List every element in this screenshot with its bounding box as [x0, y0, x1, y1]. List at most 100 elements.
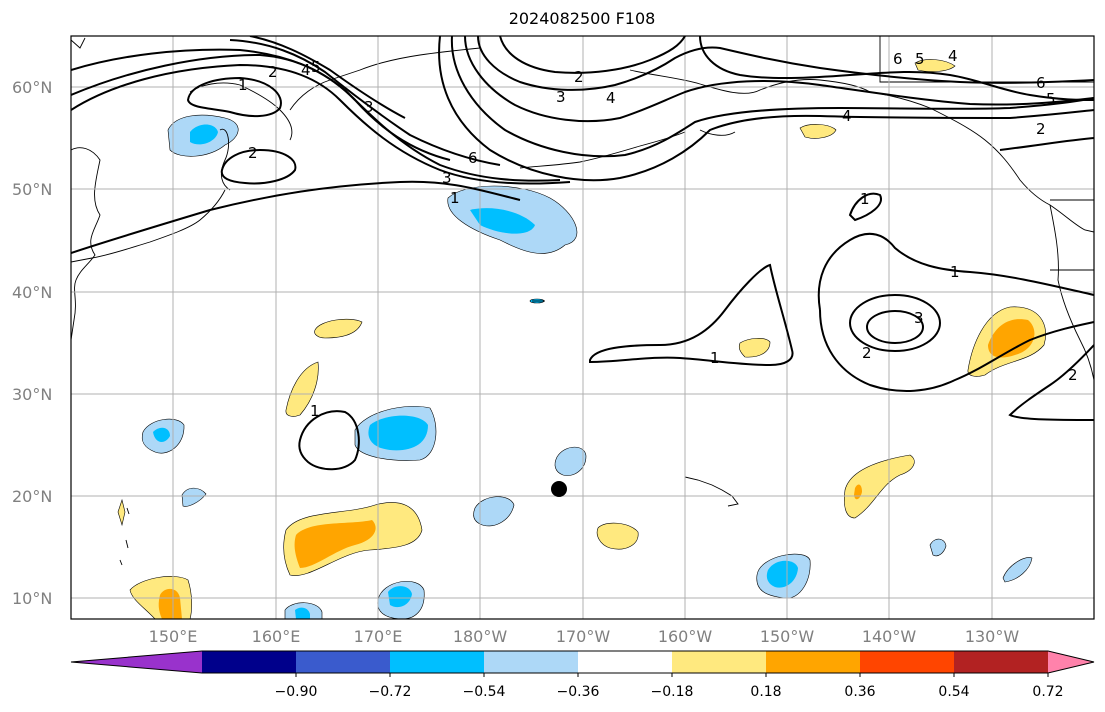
- colorbar-segment: [672, 651, 767, 673]
- contour-14: [186, 76, 282, 118]
- contour-label: 4: [301, 61, 311, 79]
- coastlines: [71, 36, 1094, 566]
- positive-anomaly-region: [314, 318, 363, 339]
- contour-label: 4: [606, 89, 616, 107]
- contour-17: [819, 309, 1094, 393]
- lon-label: 140°W: [862, 627, 917, 646]
- contour-label: 1: [950, 263, 960, 281]
- contour-4: [71, 53, 451, 161]
- negative-anomaly-region: [190, 124, 218, 145]
- lat-label: 50°N: [12, 180, 52, 199]
- contour-19: [849, 294, 941, 352]
- contour-18: [1008, 344, 1094, 421]
- contour-7: [438, 36, 1094, 182]
- contour-label: 5: [1046, 90, 1056, 108]
- contour-label: 1: [238, 76, 248, 94]
- positive-anomaly-region: [294, 520, 376, 568]
- contour-6: [249, 36, 406, 119]
- contour-label: 6: [468, 149, 478, 167]
- longitude-labels: 150°E 160°E 170°E 180°W 170°W 160°W 150°…: [149, 627, 1020, 646]
- colorbar-segment: [484, 651, 579, 673]
- colorbar-extend-high: [1048, 651, 1094, 673]
- colorbar-segment: [578, 651, 673, 673]
- lat-label: 60°N: [12, 78, 52, 97]
- negative-anomaly-region: [295, 607, 310, 619]
- colorbar-segment: [766, 651, 861, 673]
- colorbar-segment: [954, 651, 1049, 673]
- lon-label: 180°W: [453, 627, 508, 646]
- map-title: 2024082500 F108: [508, 9, 656, 28]
- colorbar-segment: [390, 651, 485, 673]
- contour-label: 1: [710, 349, 720, 367]
- positive-anomaly-region: [844, 454, 915, 519]
- colorbar-tick-label: −0.54: [463, 684, 506, 700]
- colorbar-tick-label: −0.90: [275, 684, 318, 700]
- negative-anomaly-region: [181, 487, 207, 507]
- contour-12: [699, 36, 1094, 101]
- negative-anomaly-region: [473, 496, 515, 527]
- contour-label: 3: [914, 309, 924, 327]
- positive-anomaly-region: [285, 361, 319, 417]
- lat-label: 40°N: [12, 283, 52, 302]
- positive-anomaly-region: [158, 588, 182, 619]
- colorbar-segment: [860, 651, 955, 673]
- contour-label: 4: [948, 47, 958, 65]
- positive-anomaly-region: [596, 522, 639, 550]
- colorbar-tick-label: 0.18: [750, 684, 781, 700]
- colorbar-ticks: −0.90 −0.72 −0.54 −0.36 −0.18 0.18 0.36 0.54 0.7…: [275, 673, 1064, 700]
- contour-13: [999, 137, 1094, 151]
- contour-label: 2: [1036, 120, 1046, 138]
- contour-3: [71, 63, 571, 185]
- contour-9: [464, 36, 1094, 123]
- lon-label: 150°W: [760, 627, 815, 646]
- map-frame: [70, 35, 1095, 620]
- storm-position-marker: [551, 481, 567, 497]
- shaded-regions: [117, 59, 1046, 619]
- contour-11: [499, 36, 686, 74]
- contour-label: 6: [893, 50, 903, 68]
- negative-anomaly-region: [554, 446, 587, 476]
- lon-label: 160°W: [658, 627, 713, 646]
- negative-anomaly-region: [1002, 557, 1033, 583]
- positive-anomaly-region: [117, 498, 126, 527]
- contour-10: [477, 36, 1094, 91]
- colorbar-tick-label: 0.72: [1032, 684, 1063, 700]
- contour-22: [589, 263, 794, 367]
- contour-label: 1: [310, 402, 320, 420]
- contour-label: 2: [862, 344, 872, 362]
- positive-anomaly-region: [799, 124, 837, 139]
- contour-23: [298, 410, 360, 471]
- colorbar-tick-label: 0.36: [844, 684, 875, 700]
- contour-label: 2: [248, 144, 258, 162]
- contour-1: [71, 180, 521, 254]
- contour-label: 3: [364, 98, 374, 116]
- contour-label: 4: [842, 107, 852, 125]
- colorbar-outline: [70, 650, 1095, 674]
- contour-label: 5: [311, 58, 321, 76]
- colorbar-tick-label: 0.54: [938, 684, 969, 700]
- positive-anomaly-region: [914, 59, 956, 72]
- colorbar-segment: [296, 651, 391, 673]
- contour-label: 2: [574, 68, 584, 86]
- contour-label: 2: [268, 63, 278, 81]
- negative-anomaly-region: [153, 427, 170, 442]
- lon-label: 170°W: [556, 627, 611, 646]
- colorbar-tick-label: −0.18: [651, 684, 694, 700]
- lon-label: 150°E: [149, 627, 198, 646]
- colorbar: [70, 650, 1095, 674]
- lat-label: 30°N: [12, 385, 52, 404]
- lon-label: 160°E: [252, 627, 301, 646]
- negative-anomaly-region: [470, 208, 535, 234]
- lat-label: 10°N: [12, 589, 52, 608]
- contour-5: [229, 39, 501, 166]
- negative-anomaly-region: [929, 538, 947, 557]
- contour-label: 6: [1036, 74, 1046, 92]
- contour-8: [450, 36, 1094, 158]
- colorbar-extend-low: [71, 651, 202, 673]
- negative-anomaly-region: [368, 415, 428, 451]
- lon-label: 170°E: [354, 627, 403, 646]
- contour-20: [866, 310, 924, 344]
- positive-anomaly-region: [988, 319, 1035, 358]
- contour-21: [848, 192, 882, 222]
